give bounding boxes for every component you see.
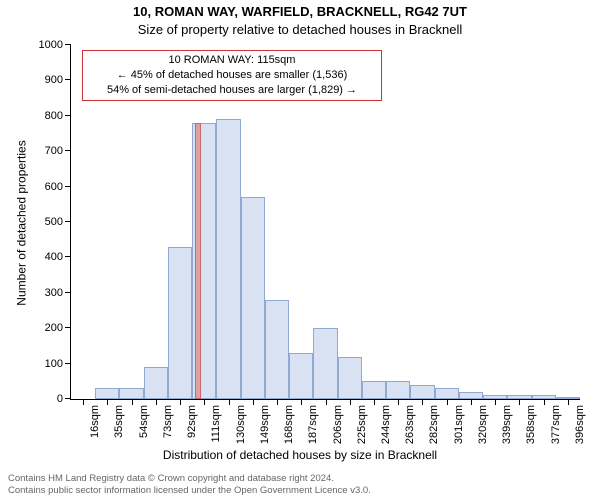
- x-tick: [180, 399, 181, 405]
- histogram-bar: [289, 353, 313, 399]
- histogram-bar: [410, 385, 434, 399]
- x-tick-label: 206sqm: [330, 405, 344, 444]
- y-tick-label: 500: [45, 216, 71, 228]
- footer-line: Contains HM Land Registry data © Crown c…: [8, 473, 371, 485]
- x-tick: [447, 399, 448, 405]
- x-tick-label: 73sqm: [160, 405, 174, 438]
- y-tick-label: 100: [45, 358, 71, 370]
- histogram-bar: [265, 300, 289, 399]
- x-tick-label: 35sqm: [111, 405, 125, 438]
- x-tick: [422, 399, 423, 405]
- histogram-bar: [119, 388, 143, 399]
- histogram-bar: [338, 357, 362, 399]
- histogram-bar: [386, 381, 410, 399]
- x-tick-label: 111sqm: [208, 405, 222, 443]
- x-tick: [83, 399, 84, 405]
- y-tick-label: 900: [45, 74, 71, 86]
- y-tick-label: 200: [45, 322, 71, 334]
- histogram-bar: [241, 197, 265, 399]
- x-tick: [132, 399, 133, 405]
- x-tick: [544, 399, 545, 405]
- x-tick-label: 187sqm: [305, 405, 319, 444]
- x-tick-label: 54sqm: [136, 405, 150, 438]
- x-tick-label: 244sqm: [378, 405, 392, 444]
- x-tick: [277, 399, 278, 405]
- annotation-line: ← 45% of detached houses are smaller (1,…: [89, 68, 375, 83]
- histogram-bar: [313, 328, 337, 399]
- x-tick-label: 301sqm: [451, 405, 465, 444]
- x-tick-label: 263sqm: [402, 405, 416, 444]
- x-tick-label: 168sqm: [281, 405, 295, 444]
- y-tick-label: 300: [45, 287, 71, 299]
- chart-title-line2: Size of property relative to detached ho…: [0, 22, 600, 37]
- y-tick-label: 1000: [39, 39, 71, 51]
- x-tick: [204, 399, 205, 405]
- annotation-line: 10 ROMAN WAY: 115sqm: [89, 53, 375, 68]
- y-tick-label: 700: [45, 145, 71, 157]
- x-tick-label: 225sqm: [354, 405, 368, 444]
- histogram-bar: [168, 247, 192, 399]
- x-tick: [107, 399, 108, 405]
- x-tick: [326, 399, 327, 405]
- x-tick: [568, 399, 569, 405]
- x-tick: [471, 399, 472, 405]
- x-tick: [229, 399, 230, 405]
- annotation-box: 10 ROMAN WAY: 115sqm ← 45% of detached h…: [82, 50, 382, 101]
- x-tick-label: 282sqm: [426, 405, 440, 444]
- chart-title-line1: 10, ROMAN WAY, WARFIELD, BRACKNELL, RG42…: [0, 4, 600, 19]
- chart-container: 10, ROMAN WAY, WARFIELD, BRACKNELL, RG42…: [0, 0, 600, 500]
- footer-line: Contains public sector information licen…: [8, 485, 371, 497]
- x-tick-label: 130sqm: [233, 405, 247, 444]
- x-tick: [156, 399, 157, 405]
- x-tick: [253, 399, 254, 405]
- y-tick-label: 0: [57, 393, 71, 405]
- subject-property-marker: [195, 123, 201, 399]
- histogram-bar: [362, 381, 386, 399]
- x-tick: [350, 399, 351, 405]
- x-tick-label: 377sqm: [548, 405, 562, 444]
- x-tick-label: 149sqm: [257, 405, 271, 444]
- x-tick-label: 320sqm: [475, 405, 489, 444]
- y-tick-label: 400: [45, 251, 71, 263]
- x-tick-label: 358sqm: [523, 405, 537, 444]
- histogram-bar: [144, 367, 168, 399]
- histogram-bar: [95, 388, 119, 399]
- y-tick-label: 800: [45, 110, 71, 122]
- histogram-bar: [435, 388, 459, 399]
- x-tick-label: 92sqm: [184, 405, 198, 438]
- x-tick: [398, 399, 399, 405]
- y-axis-title: Number of detached properties: [14, 45, 30, 400]
- x-tick: [301, 399, 302, 405]
- x-tick: [519, 399, 520, 405]
- histogram-bar: [216, 119, 240, 399]
- histogram-bar: [459, 392, 483, 399]
- x-tick: [374, 399, 375, 405]
- x-axis-title: Distribution of detached houses by size …: [0, 448, 600, 462]
- x-tick-label: 396sqm: [572, 405, 586, 444]
- annotation-line: 54% of semi-detached houses are larger (…: [89, 83, 375, 98]
- x-tick-label: 339sqm: [499, 405, 513, 444]
- x-tick-label: 16sqm: [87, 405, 101, 438]
- footer-attribution: Contains HM Land Registry data © Crown c…: [8, 473, 371, 497]
- x-tick: [495, 399, 496, 405]
- y-tick-label: 600: [45, 181, 71, 193]
